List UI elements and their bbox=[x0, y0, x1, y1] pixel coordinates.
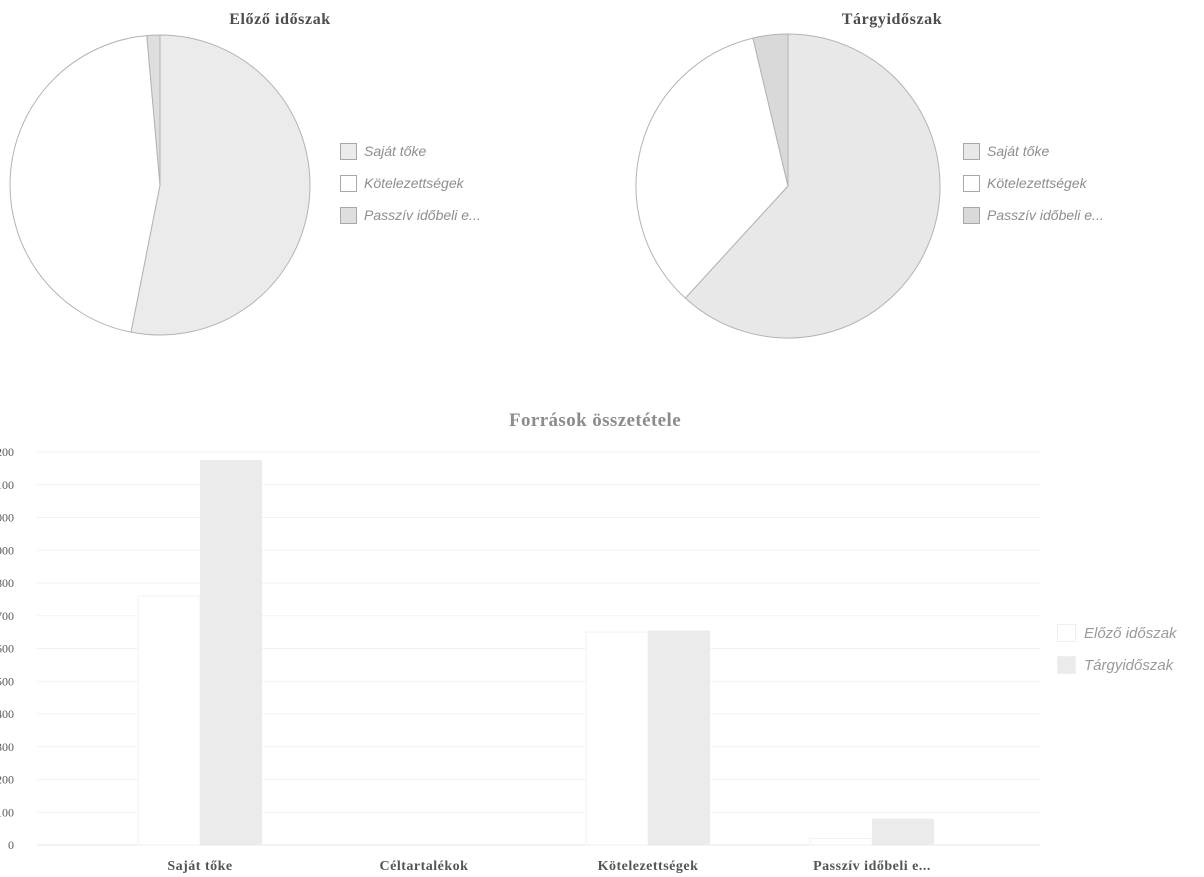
legend-swatch bbox=[963, 174, 980, 192]
bar-chart-title: Források összetétele bbox=[508, 410, 682, 431]
legend-label: Tárgyidőszak bbox=[1084, 656, 1174, 674]
legend-label: Passzív időbeli e... bbox=[987, 207, 1104, 223]
y-tick-label: 1000 bbox=[0, 511, 14, 525]
legend-item-kotelezettsegek: Kötelezettségek bbox=[340, 174, 464, 192]
x-category-label-kotelezettsegek: Kötelezettségek bbox=[598, 859, 699, 874]
legend-label: Saját tőke bbox=[364, 143, 427, 159]
legend-label: Kötelezettségek bbox=[987, 175, 1087, 191]
y-tick-label: 200 bbox=[0, 773, 14, 787]
legend-swatch bbox=[1057, 624, 1076, 642]
legend-item-passziv-idobeli-e: Passzív időbeli e... bbox=[963, 206, 1104, 224]
legend-item-passziv-idobeli-e: Passzív időbeli e... bbox=[340, 206, 481, 224]
legend-item-elozo-idoszak: Előző időszak bbox=[1057, 624, 1177, 642]
pie-slice-sajat-toke bbox=[130, 34, 311, 336]
bar-elozo-idoszak-kotelezettsegek bbox=[585, 631, 649, 846]
pie-chart-targyidoszak bbox=[635, 33, 941, 339]
y-tick-label: 1100 bbox=[0, 478, 14, 492]
bar-chart-x-axis-labels: Saját tőke Céltartalékok Kötelezettségek Pa… bbox=[167, 859, 931, 874]
legend-swatch bbox=[340, 174, 357, 192]
legend-swatch bbox=[340, 142, 357, 160]
bar-elozo-idoszak-sajat-toke bbox=[137, 595, 201, 846]
legend-item-sajat-toke: Saját tőke bbox=[963, 142, 1049, 160]
legend-label: Passzív időbeli e... bbox=[364, 207, 481, 223]
legend-swatch bbox=[963, 206, 980, 224]
y-tick-label: 0 bbox=[8, 838, 14, 852]
bar-targyidoszak-sajat-toke bbox=[200, 460, 262, 845]
y-tick-label: 100 bbox=[0, 805, 14, 819]
pie-title-elozo-idoszak: Előző időszak bbox=[229, 11, 331, 28]
legend-item-kotelezettsegek: Kötelezettségek bbox=[963, 174, 1087, 192]
legend-item-targyidoszak: Tárgyidőszak bbox=[1057, 656, 1173, 674]
bar-targyidoszak-passziv-idobeli-e bbox=[872, 818, 934, 845]
x-category-label-sajat-toke: Saját tőke bbox=[167, 859, 232, 874]
y-tick-label: 1200 bbox=[0, 445, 14, 459]
pie-slice-passziv-idobeli-e bbox=[146, 34, 161, 186]
legend-label: Előző időszak bbox=[1084, 624, 1177, 642]
x-category-label-passziv-idobeli-e: Passzív időbeli e... bbox=[813, 859, 931, 874]
y-tick-label: 800 bbox=[0, 576, 14, 590]
legend-swatch bbox=[1057, 656, 1076, 674]
legend-swatch bbox=[963, 142, 980, 160]
x-category-label-celtartalekok: Céltartalékok bbox=[380, 859, 469, 874]
y-tick-label: 400 bbox=[0, 707, 14, 721]
legend-label: Kötelezettségek bbox=[364, 175, 464, 191]
pie-slice-kotelezettsegek bbox=[9, 35, 161, 333]
pie-chart-elozo-idoszak bbox=[9, 34, 311, 336]
y-tick-label: 300 bbox=[0, 740, 14, 754]
bar-chart-bars bbox=[137, 460, 934, 846]
legend-label: Saját tőke bbox=[987, 143, 1050, 159]
bar-targyidoszak-kotelezettsegek bbox=[648, 630, 710, 845]
legend-item-sajat-toke: Saját tőke bbox=[340, 142, 426, 160]
pie-slice-kotelezettsegek bbox=[635, 37, 789, 299]
pie-slice-passziv-idobeli-e bbox=[752, 33, 789, 187]
y-tick-label: 500 bbox=[0, 674, 14, 688]
pie-slice-sajat-toke bbox=[684, 33, 941, 339]
legend-swatch bbox=[340, 206, 357, 224]
bar-elozo-idoszak-passziv-idobeli-e bbox=[809, 837, 873, 846]
y-tick-label: 900 bbox=[0, 543, 14, 557]
y-tick-label: 700 bbox=[0, 609, 14, 623]
y-tick-label: 600 bbox=[0, 642, 14, 656]
pie-title-targyidoszak: Tárgyidőszak bbox=[841, 11, 943, 28]
